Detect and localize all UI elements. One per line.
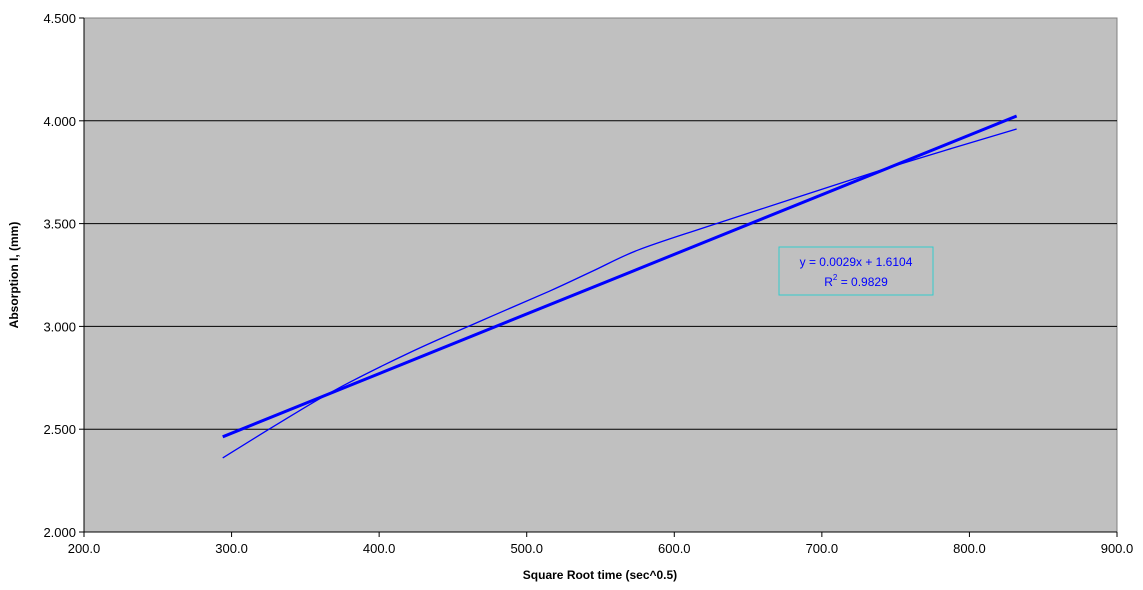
y-tick-label: 4.500 [43, 11, 76, 26]
gridlines [84, 120, 1117, 430]
tick-labels: 2.000 2.500 3.000 3.500 4.000 4.500 200.0 300.0… [43, 11, 1133, 556]
x-tick-label: 800.0 [953, 541, 986, 556]
trendline-equation-box: y = 0.0029x + 1.6104 R2 = 0.9829 [778, 246, 934, 296]
trendline-equation: y = 0.0029x + 1.6104 [800, 255, 913, 269]
y-tick-label: 2.500 [43, 422, 76, 437]
y-tick-label: 3.500 [43, 217, 76, 232]
plot-area [83, 17, 1118, 533]
series [222, 114, 1018, 459]
y-axis-title: Absorption I, (mm) [7, 222, 21, 329]
x-tick-label: 300.0 [215, 541, 248, 556]
equation-box-border [778, 246, 934, 296]
x-tick-label: 200.0 [68, 541, 101, 556]
y-tick-label: 3.000 [43, 319, 76, 334]
x-tick-label: 600.0 [658, 541, 691, 556]
axes [79, 17, 1118, 537]
x-tick-label: 500.0 [510, 541, 543, 556]
x-tick-label: 400.0 [363, 541, 396, 556]
trendline-r-squared: R2 = 0.9829 [824, 273, 888, 289]
linear-trendline [222, 114, 1018, 439]
x-axis-title: Square Root time (sec^0.5) [523, 568, 677, 582]
y-tick-label: 2.000 [43, 525, 76, 540]
y-tick-label: 4.000 [43, 114, 76, 129]
x-tick-label: 900.0 [1101, 541, 1134, 556]
x-tick-label: 700.0 [806, 541, 839, 556]
